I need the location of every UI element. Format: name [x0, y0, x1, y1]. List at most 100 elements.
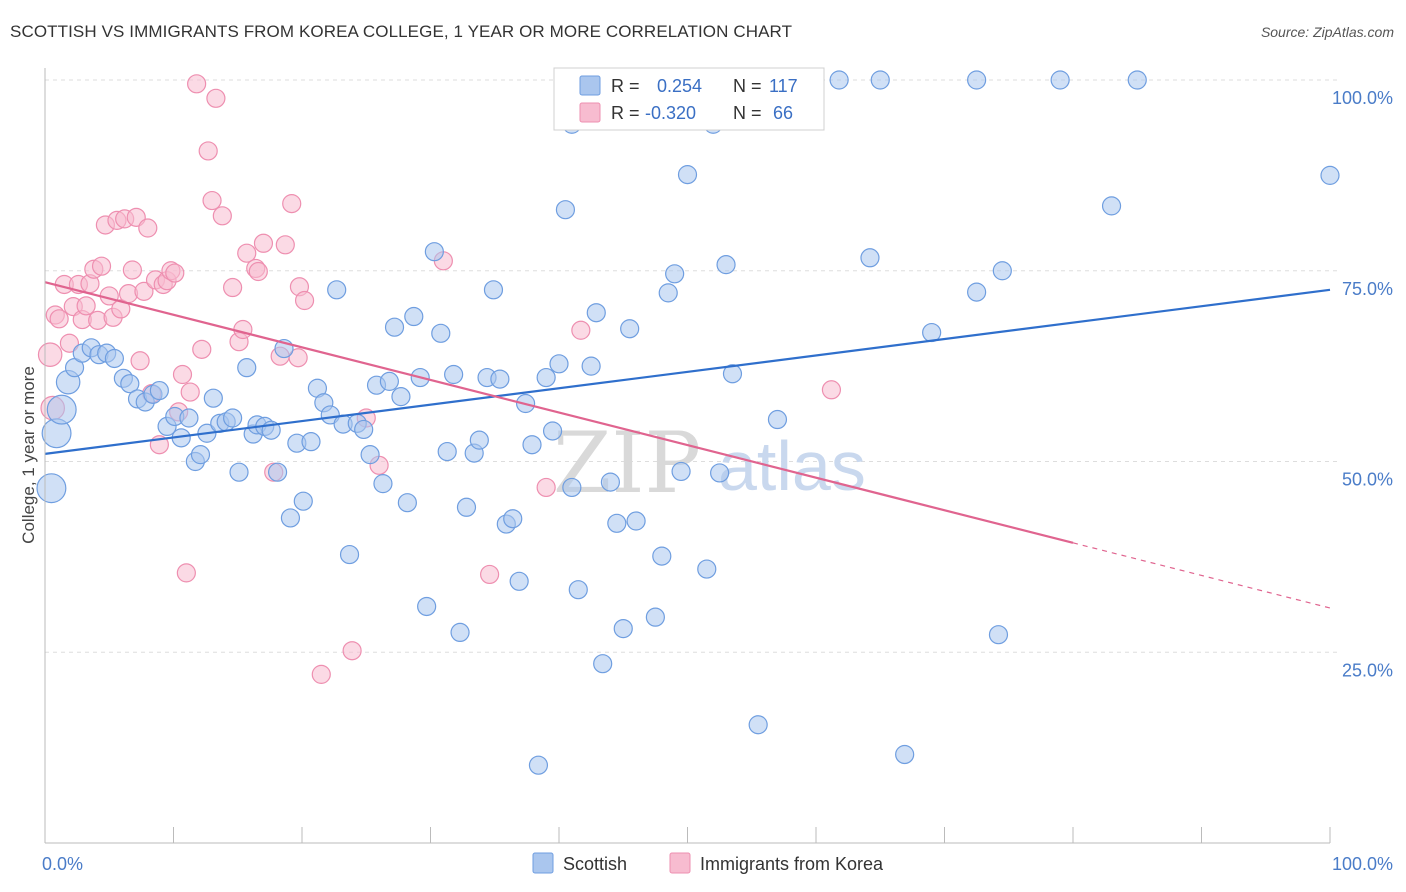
- legend-top: R = 0.254 N = 117 R = -0.320 N = 66: [553, 67, 825, 131]
- korea-points: [37, 74, 842, 684]
- scottish-point: [483, 280, 504, 300]
- korea-point: [134, 281, 154, 301]
- korea-point: [288, 348, 308, 368]
- korea-point: [165, 263, 185, 283]
- korea-point: [480, 564, 500, 585]
- trend-lines: [44, 281, 1331, 609]
- korea-trend-line: [44, 281, 1074, 544]
- scottish-point: [555, 200, 576, 220]
- korea-point: [130, 351, 150, 371]
- korea-point: [76, 296, 96, 316]
- korea-point: [212, 206, 232, 226]
- scottish-point: [645, 607, 665, 627]
- scottish-point: [424, 242, 444, 262]
- scottish-point: [327, 280, 347, 300]
- korea-point: [275, 235, 295, 255]
- scottish-point: [203, 388, 223, 408]
- korea-point: [233, 319, 253, 340]
- scottish-point: [652, 546, 672, 566]
- legend-bottom: Scottish Immigrants from Korea: [532, 852, 884, 874]
- scottish-point: [503, 509, 523, 529]
- scottish-point: [444, 364, 464, 385]
- korea-point: [821, 380, 842, 400]
- scottish-point: [620, 319, 640, 339]
- scottish-point: [677, 165, 698, 185]
- scottish-point: [354, 419, 374, 440]
- y-tick-label-25: 25.0%: [1342, 660, 1393, 680]
- scottish-points: [36, 70, 1340, 775]
- scottish-point: [658, 283, 678, 303]
- korea-point: [49, 309, 69, 329]
- korea-trend-line-extension: [1072, 542, 1331, 609]
- scottish-point: [549, 354, 569, 374]
- legend-n-value-scottish: 117: [769, 76, 798, 96]
- scottish-point: [710, 463, 730, 483]
- legend-r-label-scottish: R =: [611, 76, 640, 96]
- korea-point: [180, 382, 200, 402]
- korea-point: [342, 641, 362, 661]
- scottish-point: [509, 571, 529, 591]
- y-tick-label-100: 100.0%: [1332, 88, 1393, 108]
- scottish-point: [870, 70, 890, 90]
- korea-point: [237, 243, 257, 263]
- legend-n-label-korea: N =: [733, 103, 762, 123]
- scottish-point: [613, 618, 633, 639]
- korea-point: [223, 277, 243, 298]
- korea-point: [192, 339, 212, 359]
- scottish-point: [404, 306, 424, 327]
- korea-point: [91, 256, 112, 276]
- korea-point: [536, 477, 556, 498]
- scottish-point: [384, 317, 405, 337]
- scottish-point: [293, 491, 313, 511]
- scottish-point: [417, 596, 437, 617]
- x-tick-label-min: 0.0%: [42, 854, 83, 874]
- scottish-point: [748, 715, 768, 735]
- scottish-point: [626, 511, 646, 531]
- scottish-point: [36, 473, 67, 504]
- scottish-point: [860, 248, 880, 268]
- scottish-point: [46, 394, 77, 425]
- korea-point: [202, 190, 222, 211]
- scottish-point: [373, 474, 393, 494]
- scottish-point: [104, 348, 124, 369]
- scottish-point: [562, 477, 582, 498]
- scottish-point: [179, 408, 199, 428]
- scottish-point: [722, 364, 743, 384]
- korea-point: [176, 563, 196, 583]
- scottish-point: [397, 493, 417, 513]
- scottish-point: [456, 497, 477, 517]
- scottish-point: [1101, 196, 1122, 216]
- scottish-point: [767, 409, 788, 430]
- korea-point: [187, 74, 207, 94]
- scottish-point: [1320, 165, 1340, 185]
- scottish-point: [437, 441, 457, 462]
- scottish-point: [490, 369, 510, 389]
- legend-bottom-label-korea: Immigrants from Korea: [700, 854, 884, 874]
- scottish-point: [190, 445, 211, 465]
- scottish-point: [593, 654, 613, 674]
- scottish-point: [391, 387, 411, 407]
- scottish-trend-line: [44, 288, 1331, 455]
- korea-point: [88, 310, 108, 330]
- scottish-point: [895, 744, 915, 765]
- scottish-point: [988, 625, 1009, 645]
- x-tick-labels: 0.0% 100.0%: [42, 854, 1393, 874]
- korea-point: [122, 260, 142, 280]
- korea-point: [282, 194, 302, 214]
- scottish-point: [716, 255, 736, 275]
- source-credit: Source: ZipAtlas.com: [1260, 24, 1394, 40]
- axes: [44, 68, 1331, 844]
- scottish-point: [671, 461, 691, 482]
- legend-swatch-korea: [579, 102, 601, 123]
- korea-point: [206, 88, 226, 108]
- scottish-point: [607, 513, 627, 533]
- korea-point: [248, 261, 268, 282]
- scottish-point: [267, 462, 288, 482]
- scottish-point: [697, 559, 717, 579]
- legend-r-value-korea: -0.320: [645, 103, 696, 123]
- scottish-point: [536, 367, 556, 388]
- scottish-point: [450, 622, 470, 643]
- scottish-point: [829, 70, 849, 90]
- legend-n-label-scottish: N =: [733, 76, 762, 96]
- scottish-point: [581, 356, 601, 376]
